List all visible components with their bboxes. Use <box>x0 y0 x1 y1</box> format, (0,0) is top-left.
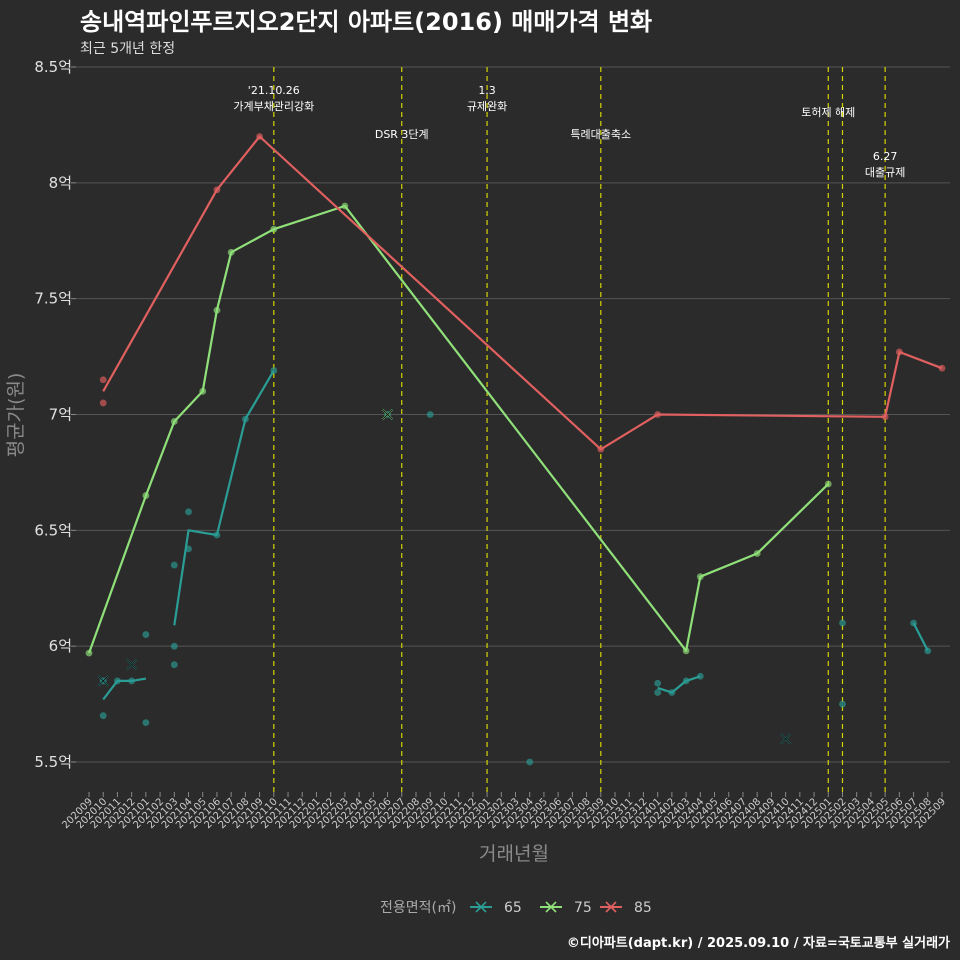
series-line-65 <box>102 677 147 701</box>
data-point-75 <box>682 647 690 655</box>
data-point-65 <box>128 677 136 685</box>
data-point-65 <box>114 677 121 685</box>
data-point-75 <box>213 306 221 314</box>
event-label: 대출규제 <box>865 166 905 179</box>
data-point-65 <box>99 712 107 720</box>
data-point-65 <box>526 758 534 766</box>
y-axis-title: 평균가(원) <box>5 373 27 458</box>
y-axis-ticks: 5.5억 6억 6.5억 7억 7.5억 8억 8.5억 <box>34 58 72 771</box>
data-point-85 <box>99 376 107 384</box>
data-point-75 <box>824 480 832 488</box>
event-label: 규제완화 <box>467 100 507 113</box>
data-point-65 <box>839 700 846 708</box>
series-line-65 <box>657 675 701 694</box>
data-point-65 <box>170 661 178 669</box>
data-point-85 <box>256 133 263 140</box>
event-label: 가계부채관리강화 <box>233 100 314 113</box>
legend-key-cross <box>475 901 487 913</box>
y-tick-label: 5.5억 <box>34 753 72 771</box>
data-point-65 <box>185 508 192 516</box>
data-point-65 <box>241 415 249 423</box>
data-point-65 <box>910 619 917 627</box>
legend-key-cross <box>545 901 557 913</box>
data-point-85 <box>938 364 946 372</box>
y-tick-label: 6.5억 <box>34 521 72 539</box>
event-label: DSR 3단계 <box>375 128 429 141</box>
cross-marker-shadow <box>780 733 791 745</box>
series-75 <box>85 202 832 657</box>
legend-item-label: 65 <box>504 900 522 916</box>
series-85 <box>99 133 946 453</box>
data-point-75 <box>199 387 207 395</box>
data-point-65 <box>924 647 932 655</box>
data-point-85 <box>213 186 221 194</box>
data-point-65 <box>270 367 278 374</box>
y-tick-label: 6억 <box>49 637 72 655</box>
cross-marker-shadow <box>382 409 393 420</box>
legend-item-label: 85 <box>634 900 652 916</box>
data-series <box>85 133 946 766</box>
data-point-65 <box>170 642 178 650</box>
series-line-75 <box>87 204 830 654</box>
legend-key-cross <box>605 901 617 913</box>
chart-title: 송내역파인푸르지오2단지 아파트(2016) 매매가격 변화 <box>80 8 652 36</box>
data-point-65 <box>170 561 178 569</box>
x-axis-ticks: 2020092020102020112020122021012021022021… <box>60 792 948 831</box>
legend-item-label: 75 <box>574 900 592 916</box>
event-label: 1.3 <box>478 84 496 97</box>
data-point-85 <box>895 348 903 356</box>
source-caption: ©디아파트(dapt.kr) / 2025.09.10 / 자료=국토교통부 실… <box>567 935 950 951</box>
data-point-75 <box>270 225 278 233</box>
data-point-65 <box>142 631 150 638</box>
data-point-75 <box>341 202 349 210</box>
legend-title: 전용면적(㎡) <box>380 900 456 916</box>
series-line-65 <box>173 369 275 626</box>
series-line-85 <box>102 135 943 451</box>
data-point-65 <box>654 679 662 687</box>
data-point-65 <box>682 677 690 685</box>
data-point-75 <box>227 248 235 256</box>
data-point-65 <box>839 619 846 627</box>
legend: 전용면적(㎡) 65 75 85 <box>380 900 652 916</box>
event-label: 6.27 <box>873 150 898 163</box>
y-tick-label: 8.5억 <box>34 58 72 76</box>
data-point-75 <box>753 550 761 557</box>
event-label: 토허제 해제 <box>801 105 855 119</box>
data-point-85 <box>99 399 107 407</box>
data-point-85 <box>597 445 605 453</box>
data-point-65 <box>696 672 704 680</box>
x-axis-title: 거래년월 <box>479 843 549 865</box>
data-point-65 <box>142 719 150 727</box>
data-point-65 <box>426 411 434 418</box>
cross-marker-shadow <box>97 675 109 687</box>
data-point-75 <box>85 649 93 657</box>
y-tick-label: 8억 <box>49 174 72 192</box>
data-point-85 <box>654 411 662 418</box>
event-label: '21.10.26 <box>248 84 300 97</box>
data-point-65 <box>213 531 221 539</box>
data-point-75 <box>696 573 704 581</box>
data-point-75 <box>170 418 178 425</box>
chart-subtitle: 최근 5개년 한정 <box>80 41 175 57</box>
event-label: 특례대출축소 <box>570 128 631 141</box>
grid-lines <box>71 66 950 763</box>
data-point-85 <box>881 413 889 421</box>
cross-marker-shadow <box>126 659 138 671</box>
data-point-65 <box>654 689 662 696</box>
series-line-65 <box>912 622 929 652</box>
data-point-65 <box>668 689 676 696</box>
y-tick-label: 7.5억 <box>34 290 72 308</box>
y-tick-label: 7억 <box>49 406 72 424</box>
data-point-65 <box>185 545 192 553</box>
data-point-75 <box>142 492 150 499</box>
